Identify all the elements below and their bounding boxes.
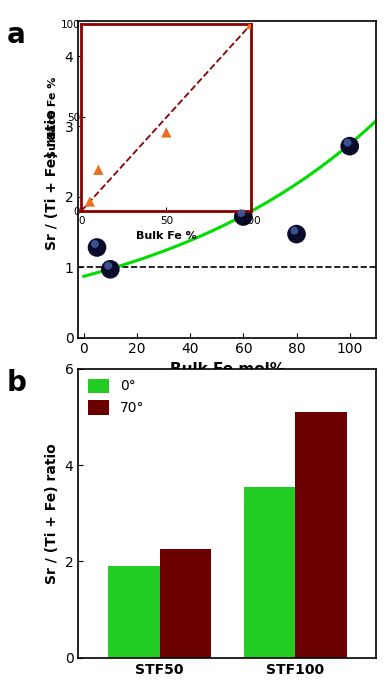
Bar: [108, 567, 160, 658]
Point: [293, 228, 299, 239]
Bar: [243, 487, 295, 658]
Bar: [160, 549, 211, 658]
Point: [107, 264, 113, 275]
Y-axis label: Sr / (Ti + Fe) ratio: Sr / (Ti + Fe) ratio: [45, 109, 59, 250]
Point: [291, 225, 298, 236]
Bar: [295, 412, 347, 658]
Point: [345, 137, 351, 148]
Point: [238, 207, 244, 219]
Point: [92, 239, 98, 250]
Text: b: b: [7, 369, 27, 397]
Text: a: a: [7, 21, 25, 49]
Point: [347, 141, 353, 152]
Point: [105, 260, 111, 271]
Y-axis label: Sr / (Ti + Fe) ratio: Sr / (Ti + Fe) ratio: [45, 443, 59, 584]
X-axis label: Bulk Fe mol%: Bulk Fe mol%: [170, 362, 285, 377]
Legend: 0°, 70°: 0°, 70°: [85, 376, 147, 418]
Point: [94, 242, 100, 253]
Point: [240, 211, 247, 222]
